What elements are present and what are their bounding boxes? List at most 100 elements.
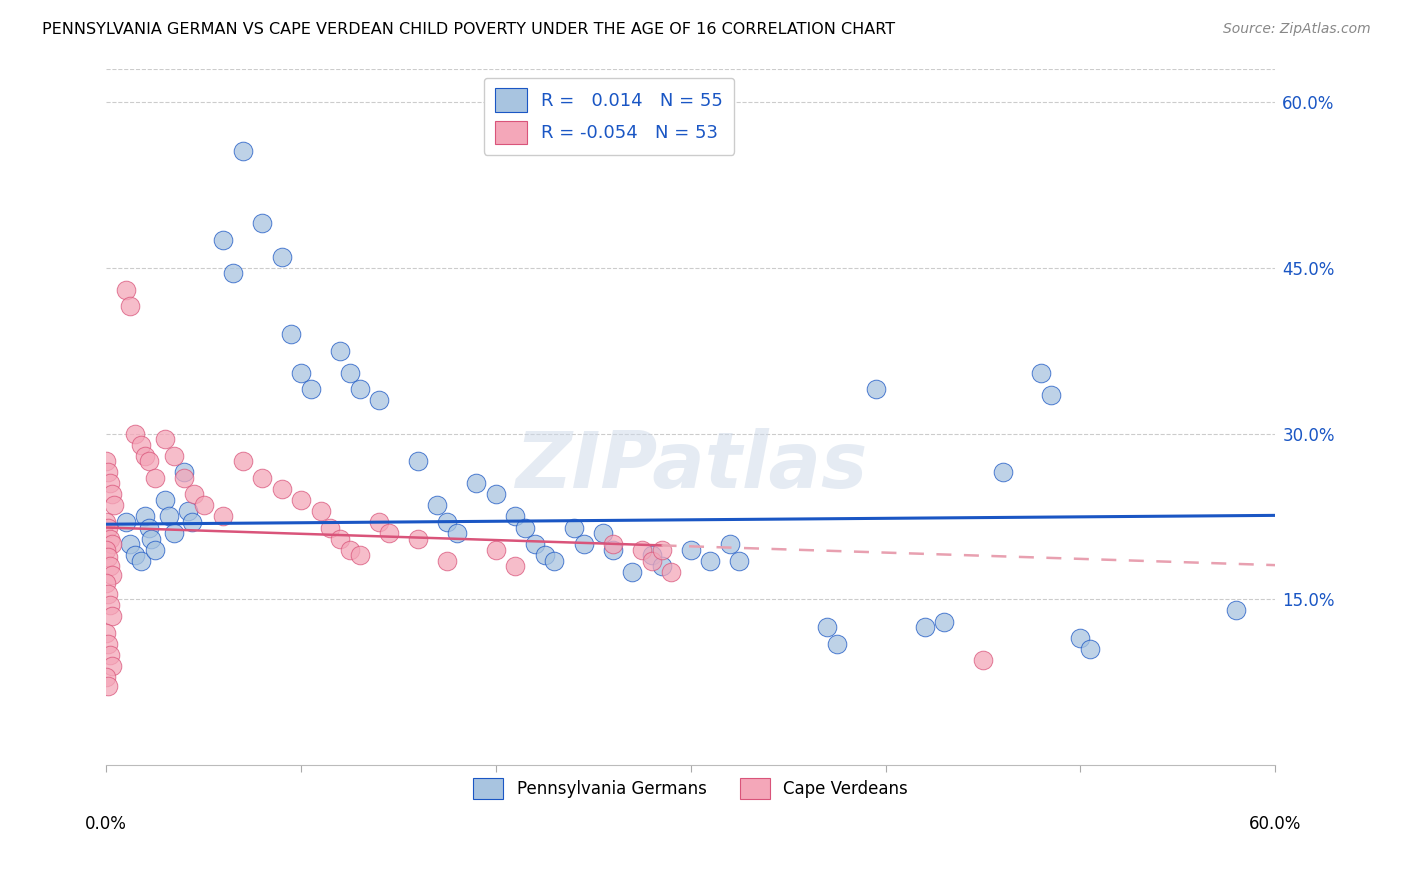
Point [96, 575, 118, 590]
Point [533, 548, 555, 562]
Legend: Pennsylvania Germans, Cape Verdeans: Pennsylvania Germans, Cape Verdeans [467, 771, 915, 805]
Point [406, 532, 429, 546]
Point [602, 542, 624, 557]
Point [436, 515, 458, 529]
Text: 0.0%: 0.0% [86, 815, 127, 833]
Point [138, 520, 160, 534]
Point [250, 216, 273, 230]
Point [118, 299, 141, 313]
Point [173, 471, 195, 485]
Point [991, 465, 1014, 479]
Point [101, 537, 124, 551]
Point [250, 471, 273, 485]
Point [177, 504, 200, 518]
Point [183, 487, 205, 501]
Point [299, 382, 322, 396]
Point [163, 526, 186, 541]
Point [1078, 642, 1101, 657]
Point [602, 537, 624, 551]
Point [98, 476, 121, 491]
Point [143, 471, 166, 485]
Point [426, 499, 449, 513]
Point [825, 637, 848, 651]
Point [232, 454, 254, 468]
Point [131, 437, 153, 451]
Point [96, 625, 118, 640]
Point [641, 554, 664, 568]
Text: Source: ZipAtlas.com: Source: ZipAtlas.com [1223, 22, 1371, 37]
Point [124, 548, 146, 562]
Point [368, 393, 391, 408]
Point [1225, 603, 1247, 617]
Point [212, 509, 235, 524]
Point [97, 520, 120, 534]
Point [173, 465, 195, 479]
Point [914, 620, 936, 634]
Point [446, 526, 468, 541]
Point [290, 366, 312, 380]
Point [114, 283, 136, 297]
Point [139, 532, 162, 546]
Point [465, 476, 488, 491]
Point [659, 565, 682, 579]
Point [97, 587, 120, 601]
Point [319, 520, 342, 534]
Point [592, 526, 614, 541]
Point [114, 515, 136, 529]
Point [1040, 388, 1063, 402]
Point [631, 542, 654, 557]
Point [679, 542, 702, 557]
Point [97, 679, 120, 693]
Point [134, 509, 156, 524]
Point [101, 658, 124, 673]
Point [131, 554, 153, 568]
Point [339, 366, 361, 380]
Point [641, 548, 664, 562]
Text: ZIPatlas: ZIPatlas [515, 427, 868, 504]
Point [290, 492, 312, 507]
Point [339, 542, 361, 557]
Point [815, 620, 838, 634]
Point [865, 382, 887, 396]
Point [101, 609, 124, 624]
Point [101, 568, 124, 582]
Point [523, 537, 546, 551]
Point [349, 382, 371, 396]
Point [1069, 631, 1091, 645]
Point [368, 515, 391, 529]
Point [329, 343, 352, 358]
Point [163, 449, 186, 463]
Point [143, 542, 166, 557]
Point [96, 542, 118, 557]
Point [329, 532, 352, 546]
Point [212, 233, 235, 247]
Point [181, 515, 204, 529]
Point [309, 504, 332, 518]
Point [485, 542, 508, 557]
Point [138, 454, 160, 468]
Point [572, 537, 595, 551]
Point [222, 266, 245, 280]
Point [98, 598, 121, 612]
Point [280, 326, 302, 341]
Text: PENNSYLVANIA GERMAN VS CAPE VERDEAN CHILD POVERTY UNDER THE AGE OF 16 CORRELATIO: PENNSYLVANIA GERMAN VS CAPE VERDEAN CHIL… [42, 22, 896, 37]
Point [98, 559, 121, 574]
Point [153, 492, 176, 507]
Point [932, 615, 955, 629]
Point [562, 520, 585, 534]
Point [124, 426, 146, 441]
Point [101, 487, 124, 501]
Point [349, 548, 371, 562]
Point [436, 554, 458, 568]
Point [651, 559, 673, 574]
Text: 60.0%: 60.0% [1249, 815, 1302, 833]
Point [270, 482, 292, 496]
Point [699, 554, 721, 568]
Point [505, 509, 527, 524]
Point [97, 637, 120, 651]
Point [485, 487, 508, 501]
Point [157, 509, 180, 524]
Point [153, 432, 176, 446]
Point [98, 648, 121, 662]
Point [505, 559, 527, 574]
